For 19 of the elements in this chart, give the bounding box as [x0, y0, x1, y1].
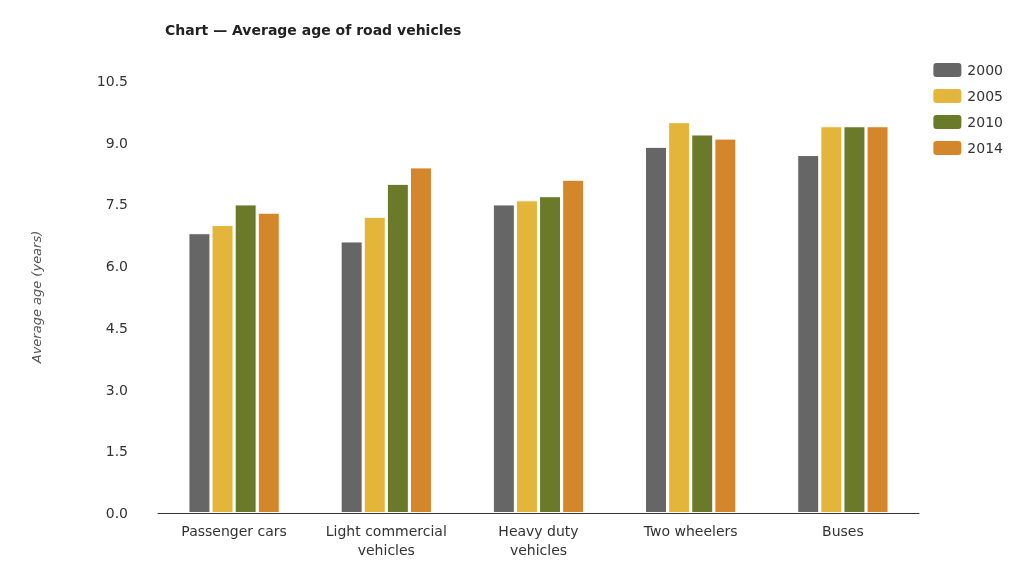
legend-label: 2000 [967, 62, 1004, 78]
chart-title: Chart — Average age of road vehicles [165, 22, 462, 38]
y-tick-label: 0.0 [105, 505, 128, 521]
y-tick-label: 3.0 [105, 381, 128, 398]
x-tick-label: Buses [822, 522, 864, 539]
y-tick-label: 7.5 [105, 196, 128, 213]
y-tick-label: 4.5 [105, 319, 128, 336]
y-tick-label: 6.0 [105, 258, 128, 275]
y-tick-label: 10.5 [96, 73, 128, 89]
x-tick-label: Two wheelers [642, 522, 738, 539]
x-tick-label: Passenger cars [181, 522, 287, 539]
x-tick-label: Light commercial vehicles [325, 522, 447, 558]
y-axis-title: Average age (years) [29, 230, 44, 365]
y-tick-label: 1.5 [105, 443, 128, 460]
legend-label: 2014 [967, 140, 1004, 156]
legend-label: 2010 [967, 114, 1004, 130]
y-tick-label: 9.0 [105, 134, 128, 151]
legend-label: 2005 [967, 88, 1004, 104]
x-tick-label: Heavy duty vehicles [498, 522, 579, 558]
